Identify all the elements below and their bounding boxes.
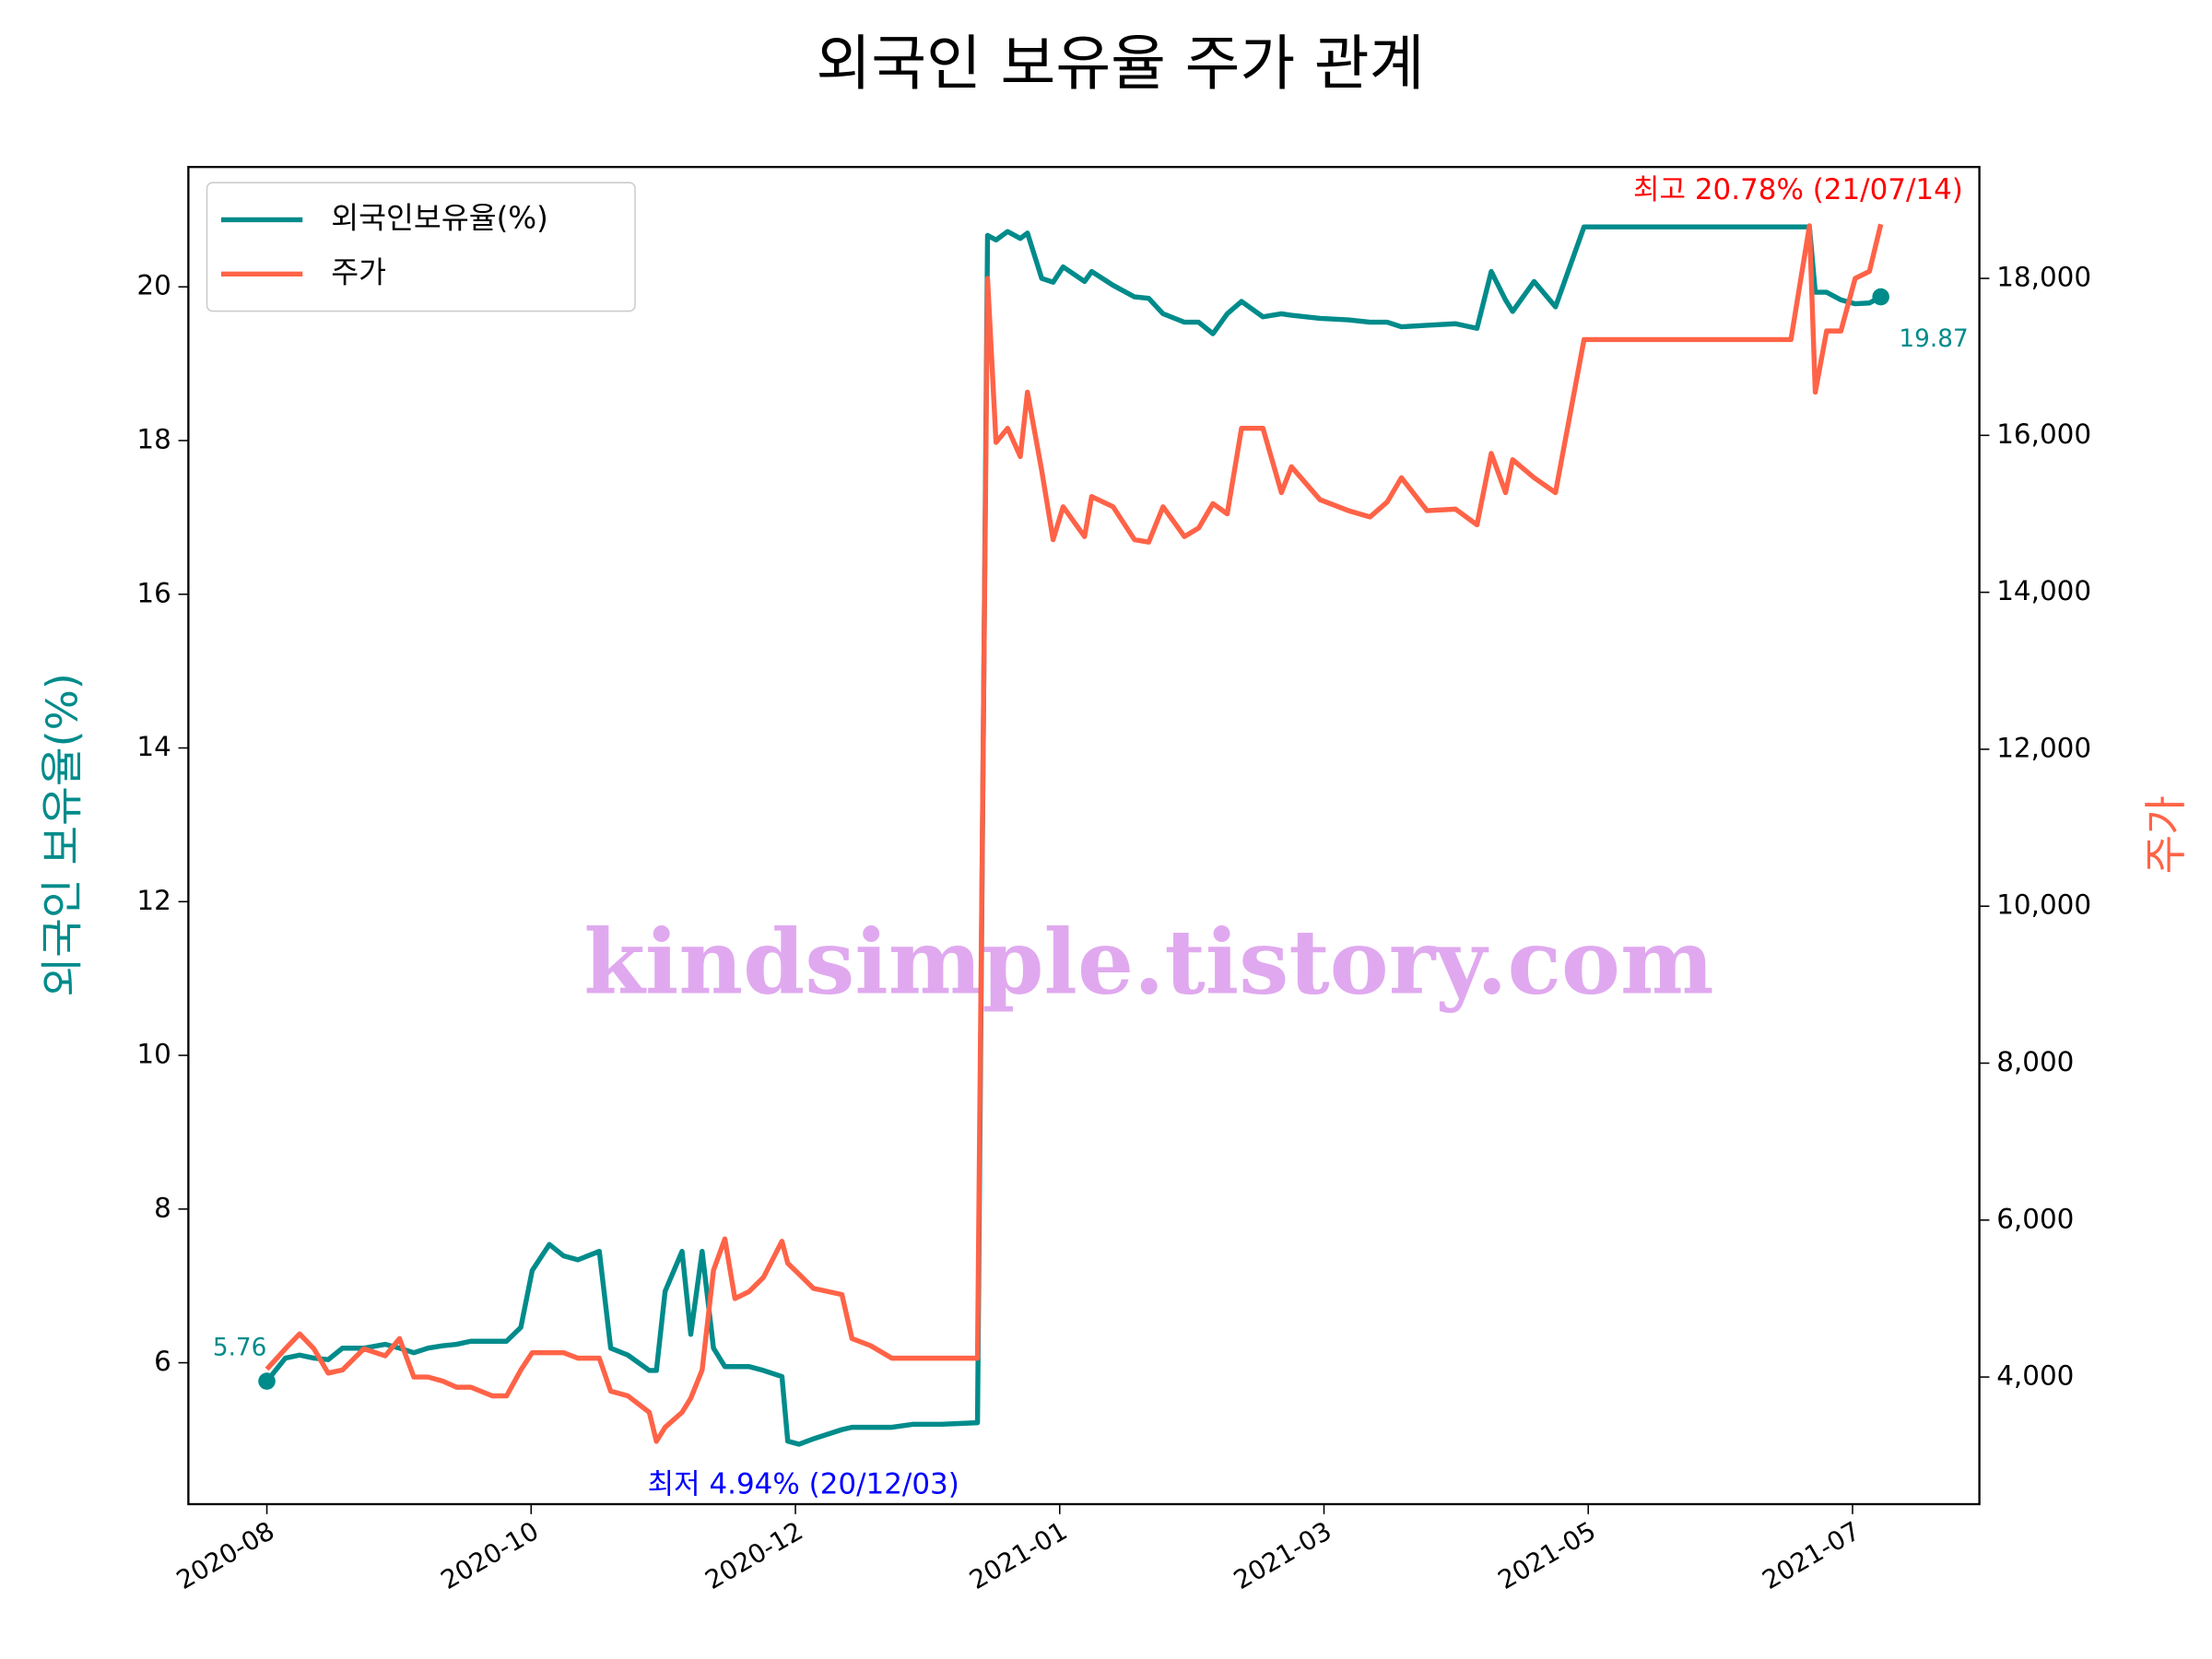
- y2-tick-label: 4,000: [1996, 1360, 2074, 1392]
- y-tick-label: 6: [154, 1346, 171, 1377]
- y2-tick-label: 10,000: [1996, 889, 2091, 921]
- annotation: 최저 4.94% (20/12/03): [648, 1467, 959, 1500]
- legend-label: 주가: [331, 254, 386, 289]
- annotation: 19.87: [1899, 325, 1968, 353]
- end-point: [258, 1372, 276, 1390]
- end-point: [1872, 288, 1889, 306]
- y2-tick-label: 18,000: [1996, 262, 2091, 293]
- series-line: [265, 223, 1884, 1444]
- y2-tick-label: 16,000: [1996, 418, 2091, 450]
- legend-label: 외국인보유율(%): [331, 200, 548, 235]
- annotation: 최고 20.78% (21/07/14): [1633, 173, 1963, 206]
- legend: 외국인보유율(%) 주가: [206, 182, 636, 312]
- y2-tick-label: 12,000: [1996, 732, 2091, 763]
- y-axis-label: 외국인 보유율(%): [38, 673, 88, 996]
- y-tick-label: 16: [136, 577, 171, 608]
- y-tick-label: 10: [136, 1039, 171, 1070]
- legend-box: [206, 182, 636, 312]
- chart-title: 외국인 보유율 주가 관계: [816, 29, 1424, 99]
- series-line: [265, 224, 1882, 1447]
- y2-tick-label: 14,000: [1996, 575, 2091, 606]
- y-tick-label: 14: [136, 731, 171, 762]
- y-tick-label: 8: [154, 1192, 171, 1223]
- y2-tick-label: 6,000: [1996, 1203, 2074, 1234]
- plot-frame: [187, 166, 1981, 1506]
- y-tick-label: 20: [136, 270, 171, 301]
- y2-axis-label: 주가: [2141, 795, 2191, 874]
- y-tick-label: 12: [136, 885, 171, 916]
- annotation: 5.76: [213, 1335, 267, 1362]
- watermark: kindsimple.tistory.com: [583, 911, 1713, 1015]
- y-tick-label: 18: [136, 423, 171, 454]
- y2-tick-label: 8,000: [1996, 1046, 2074, 1077]
